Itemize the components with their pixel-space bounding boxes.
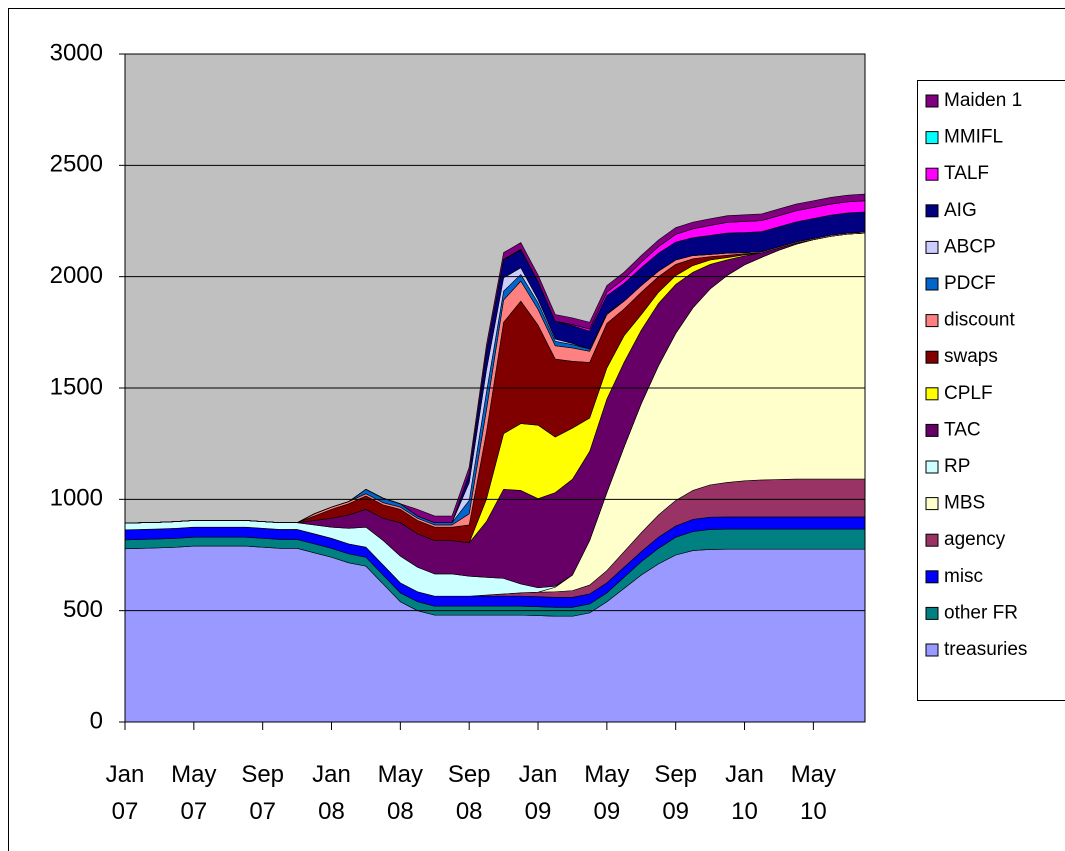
- legend-swatch: [925, 387, 939, 401]
- legend-label: ABCP: [944, 236, 996, 257]
- x-tick-label: Jan 10: [725, 761, 764, 825]
- legend-swatch: [925, 606, 939, 620]
- y-tick-label: 1000: [50, 485, 103, 512]
- legend-swatch: [925, 94, 939, 108]
- legend-label: MBS: [944, 493, 985, 514]
- x-tick-label: Sep 07: [241, 761, 285, 825]
- y-tick-label: 1500: [50, 373, 103, 400]
- legend-label: treasuries: [944, 639, 1027, 660]
- x-tick-label: Jan 09: [518, 761, 558, 825]
- legend-label: agency: [944, 529, 1006, 550]
- legend-swatch: [925, 570, 939, 584]
- legend-label: MMIFL: [944, 127, 1003, 148]
- x-tick-label: Sep 09: [654, 761, 698, 825]
- y-tick-label: 2000: [50, 262, 103, 289]
- legend-label: CPLF: [944, 383, 993, 404]
- legend-swatch: [925, 277, 939, 291]
- chart-frame: [8, 8, 1065, 851]
- legend-swatch: [925, 533, 939, 547]
- x-tick-label: Jan 07: [105, 761, 145, 825]
- x-tick-label: May 10: [790, 761, 837, 825]
- legend: [917, 80, 1065, 701]
- y-tick-label: 500: [63, 596, 103, 623]
- legend-label: TALF: [944, 163, 989, 184]
- legend-label: Maiden 1: [944, 90, 1022, 111]
- y-tick-label: 3000: [50, 39, 103, 66]
- axes: 0 500 1000 1500 2000 2500 3000: [50, 39, 866, 734]
- legend-label: misc: [944, 566, 983, 587]
- x-tick-label: May 09: [584, 761, 630, 825]
- legend-swatch: [925, 204, 939, 218]
- legend-swatch: [925, 167, 939, 181]
- legend-label: TAC: [944, 419, 981, 440]
- legend-swatch: [925, 131, 939, 145]
- legend-swatch: [925, 497, 939, 511]
- x-tick-label: May 08: [377, 761, 424, 825]
- plot-border: [124, 53, 866, 723]
- x-tick-label: Sep 08: [447, 761, 491, 825]
- legend-swatch: [925, 460, 939, 474]
- legend-swatch: [925, 423, 939, 437]
- legend-label: RP: [944, 456, 970, 477]
- legend-swatch: [925, 240, 939, 254]
- y-tick-label: 2500: [50, 151, 103, 178]
- x-tick-label: May 07: [171, 761, 217, 825]
- legend-swatch: [925, 643, 939, 657]
- y-tick-label: 0: [90, 707, 103, 734]
- legend-swatch: [925, 350, 939, 364]
- x-tick-label: Jan 08: [312, 761, 351, 825]
- legend-label: other FR: [944, 602, 1018, 623]
- legend-swatch: [925, 314, 939, 328]
- legend-label: AIG: [944, 200, 977, 221]
- legend-label: swaps: [944, 346, 998, 367]
- legend-label: discount: [944, 310, 1015, 331]
- legend-label: PDCF: [944, 273, 996, 294]
